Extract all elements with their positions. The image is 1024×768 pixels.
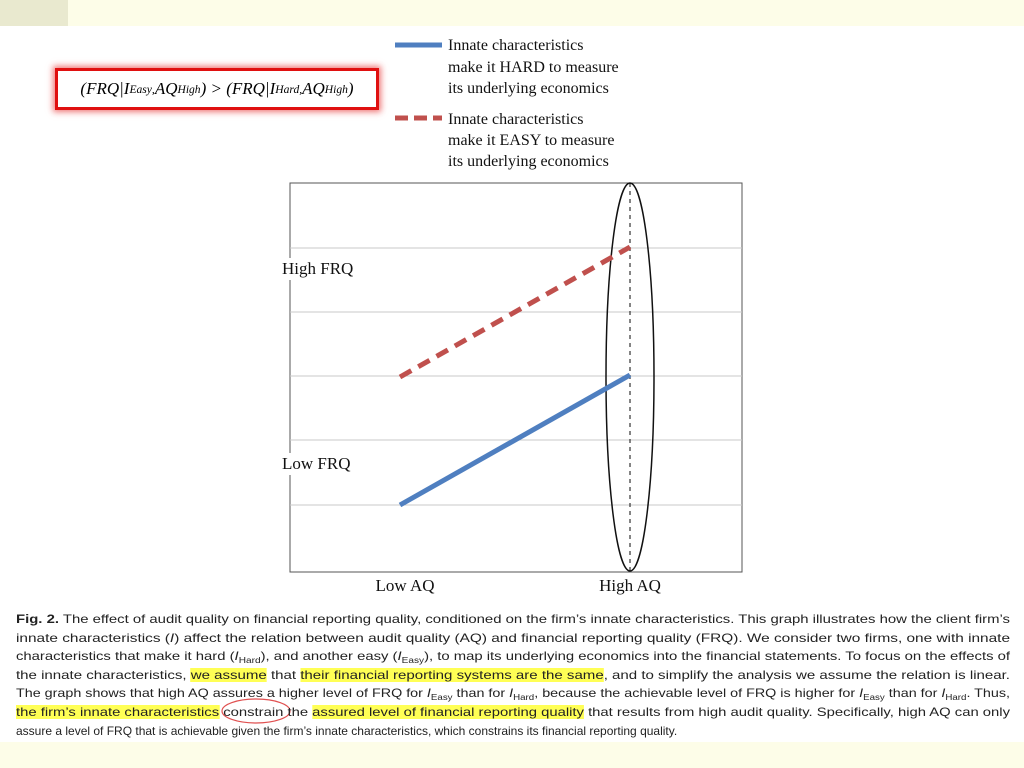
caption-sub: Hard [945,693,967,703]
caption-text: assure a level of FRQ that is achievable… [16,723,678,738]
formula-sub: , [299,82,303,96]
caption-text: characteristics that make it hard ( [16,649,235,664]
easy-line [398,244,632,380]
caption-highlight: their financial reporting systems are th… [300,667,604,682]
x-label: Low AQ [375,576,434,595]
caption-line: the firm’s innate characteristics constr… [16,703,1010,722]
caption: Fig. 2. The effect of audit quality on f… [16,610,1010,740]
caption-line: Fig. 2. The effect of audit quality on f… [16,610,1010,629]
x-label: High AQ [599,576,661,595]
caption-text: I [941,686,946,701]
caption-line: The graph shows that high AQ assures a h… [16,684,1010,703]
label-bg [280,258,370,280]
formula-sub: Hard [275,82,300,96]
caption-highlight: the firm’s innate characteristics [16,704,220,719]
caption-text: Fig. 2. [16,612,59,626]
caption-text: , because the achievable level of FRQ is… [534,686,860,701]
legend-text: its underlying economics [448,80,609,97]
caption-text: than for [452,686,510,701]
formula-part: I [269,79,276,98]
caption-sub: Hard [238,656,261,666]
formula-part: I [123,79,130,98]
caption-text: ) affect the relation between audit qual… [174,630,1010,645]
caption-highlight: we assume [190,667,267,682]
formula-part: (FRQ| [80,79,124,98]
annotation-circle [221,698,291,724]
top-corner [0,0,68,26]
caption-text: than for [884,686,942,701]
formula-part: ) [347,79,354,98]
formula-part: AQ [154,79,178,98]
caption-line: characteristics that make it hard (IHard… [16,647,1010,666]
caption-text: I [509,686,514,701]
caption-text: The effect of audit quality on financial… [58,612,1010,626]
caption-text: that [266,667,301,682]
caption-text: I [859,686,864,701]
caption-sub: Hard [513,693,535,703]
formula: (FRQ| I Easy, AQ High) > (FRQ| I Hard, AQ High) [55,68,379,110]
plot-frame [289,182,743,573]
plot [289,182,743,573]
hard-line [398,372,632,508]
y-label: High FRQ [282,259,353,278]
caption-sub: Easy [401,656,425,666]
caption-sub: Easy [863,693,885,703]
legend-text: Innate characteristics [448,111,583,128]
caption-text: that results from high audit quality. Sp… [583,704,1010,719]
formula-sub: , [151,82,155,96]
caption-text: . Thus, [966,686,1010,701]
legend-text: make it EASY to measure [448,132,614,149]
label-bg [280,453,365,475]
legend-text: make it HARD to measure [448,59,619,76]
caption-text: ), and another easy ( [260,649,398,664]
formula-sub: High [324,82,348,96]
legend-text: its underlying economics [448,153,609,170]
caption-text: I [426,686,431,701]
formula-part: AQ [302,79,325,98]
caption-text: , and to simplify the analysis we assume… [603,667,1011,682]
bottom-bar [0,742,1024,768]
caption-text: The graph shows that high AQ assures a h… [16,686,427,701]
formula-sub: High [177,82,201,96]
caption-line: assure a level of FRQ that is achievable… [16,722,1010,741]
high-aq-ellipse [605,182,655,572]
caption-text: the innate characteristics, [16,667,191,682]
caption-text: I [234,649,239,664]
caption-highlight: assured level of financial reporting qua… [312,704,584,719]
caption-line: innate characteristics (I) affect the re… [16,629,1010,648]
y-label: Low FRQ [282,454,350,473]
caption-text: innate characteristics ( [16,630,170,645]
caption-text: constrain the [219,704,313,719]
formula-sub: Easy [129,82,152,96]
legend-text: Innate characteristics [448,37,583,54]
formula-part: ) > (FRQ| [200,79,270,98]
top-bar [0,0,1024,26]
caption-text: ), to map its underlying economics into … [424,649,1010,664]
caption-text: I [169,630,175,645]
caption-sub: Easy [430,693,453,703]
caption-text: I [397,649,402,664]
caption-line: the innate characteristics, we assume th… [16,666,1010,685]
